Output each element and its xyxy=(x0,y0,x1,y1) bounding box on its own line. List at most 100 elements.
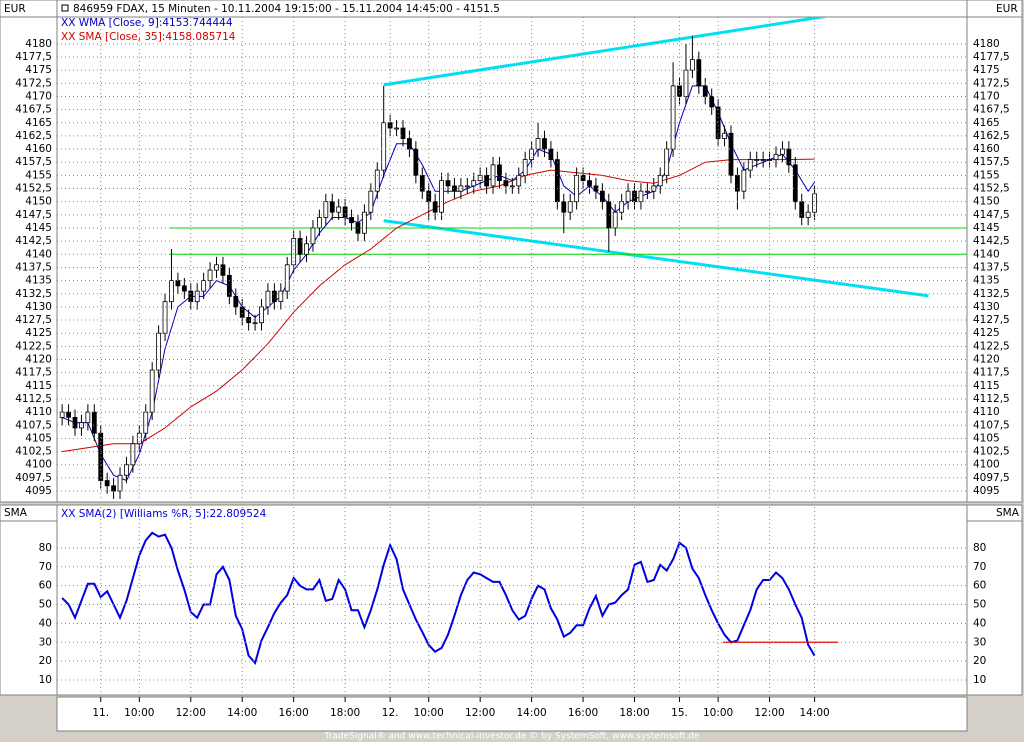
legend-entry: XX SMA [Close, 35]:4158.085714 xyxy=(61,31,236,43)
y-tick-label: 4107,5 xyxy=(15,419,52,431)
y-tick-label: 4097,5 xyxy=(15,472,52,484)
candle-body xyxy=(805,211,811,218)
candle-body xyxy=(278,290,284,303)
candle-body xyxy=(503,180,509,187)
candle-body xyxy=(458,185,464,192)
candle-body xyxy=(445,180,451,187)
y-tick-label: 4107,5 xyxy=(973,419,1010,431)
y-tick-label: 4125 xyxy=(973,327,1000,339)
y-tick-label: 4175 xyxy=(973,64,1000,76)
candle-body xyxy=(381,122,387,171)
candle-body xyxy=(304,243,309,255)
y-tick-label: 4110 xyxy=(973,406,1000,418)
y-tick-label: 4152,5 xyxy=(973,183,1010,195)
candle-body xyxy=(297,238,303,255)
candle-body xyxy=(336,206,342,213)
candle-body xyxy=(117,474,123,492)
candle-body xyxy=(130,443,136,466)
candle-body xyxy=(439,180,444,213)
y-tick-label: 4172,5 xyxy=(973,77,1010,89)
candle-body xyxy=(670,85,676,150)
candle-body xyxy=(316,217,322,229)
candle-body xyxy=(535,138,541,150)
candle-body xyxy=(214,264,219,271)
y-tick-label: 30 xyxy=(39,636,52,648)
candle-body xyxy=(728,132,734,176)
y-tick-label: 4157,5 xyxy=(973,156,1010,168)
y-tick-label: 4105 xyxy=(25,432,52,444)
candle-body xyxy=(400,127,406,139)
y-tick-label: 4125 xyxy=(25,327,52,339)
y-tick-label: 4127,5 xyxy=(15,314,52,326)
x-tick-label: 10:00 xyxy=(703,707,733,719)
y-tick-label: 4102,5 xyxy=(15,446,52,458)
candle-body xyxy=(143,411,149,434)
candle-body xyxy=(175,280,181,287)
candle-body xyxy=(271,290,277,303)
candle-body xyxy=(644,190,650,193)
y-tick-label: 4170 xyxy=(25,90,52,102)
candle-body xyxy=(599,190,605,203)
y-tick-label: 60 xyxy=(973,580,986,592)
y-tick-label: 4142,5 xyxy=(973,235,1010,247)
candle-body xyxy=(291,238,297,266)
y-tick-label: 4180 xyxy=(973,38,1000,50)
trend-line xyxy=(383,17,832,87)
x-tick-label: 12:00 xyxy=(176,707,206,719)
candle-body xyxy=(760,159,766,161)
axis-unit: SMA xyxy=(4,507,28,519)
indicator-plot xyxy=(61,531,839,666)
x-tick-label: 15. xyxy=(671,707,688,719)
candle-body xyxy=(72,416,78,429)
indicator-average xyxy=(62,158,815,453)
candle-body xyxy=(754,159,760,161)
candle-body xyxy=(677,85,682,97)
title-icon xyxy=(61,4,69,12)
x-tick-label: 10:00 xyxy=(414,707,444,719)
candle-body xyxy=(394,127,399,130)
candle-body xyxy=(722,132,727,139)
axis-unit: EUR xyxy=(4,3,26,15)
candle-body xyxy=(233,295,239,308)
candle-body xyxy=(574,174,580,203)
y-tick-label: 4162,5 xyxy=(973,130,1010,142)
candle-body xyxy=(111,485,116,492)
x-tick-label: 18:00 xyxy=(330,707,360,719)
candle-body xyxy=(612,211,618,229)
y-tick-label: 4137,5 xyxy=(15,261,52,273)
legend-entry: XX SMA(2) [Williams %R, 5]:22.809524 xyxy=(61,508,267,520)
candle-body xyxy=(657,174,663,187)
candle-body xyxy=(362,211,367,234)
candle-body xyxy=(632,190,637,203)
indicator-panel xyxy=(0,504,1023,696)
candle-body xyxy=(201,280,207,292)
candle-body xyxy=(741,169,747,192)
indicator-line xyxy=(61,531,816,666)
y-tick-label: 4105 xyxy=(973,432,1000,444)
y-tick-label: 4102,5 xyxy=(973,446,1010,458)
x-tick-label: 14:00 xyxy=(799,707,829,719)
y-tick-label: 80 xyxy=(39,542,52,554)
candle-body xyxy=(432,201,438,213)
candle-body xyxy=(619,201,625,213)
y-tick-label: 4127,5 xyxy=(973,314,1010,326)
candle-body xyxy=(349,217,354,224)
candle-body xyxy=(149,369,155,413)
y-tick-label: 4132,5 xyxy=(973,288,1010,300)
candle-body xyxy=(265,290,271,308)
candle-body xyxy=(702,85,708,97)
y-tick-label: 4150 xyxy=(25,196,52,208)
y-tick-label: 4120 xyxy=(25,354,52,366)
candle-body xyxy=(689,59,695,71)
y-tick-label: 4130 xyxy=(973,301,1000,313)
y-tick-label: 4150 xyxy=(973,196,1000,208)
candle-body xyxy=(497,164,502,182)
axis-unit: EUR xyxy=(996,3,1018,15)
candle-body xyxy=(548,148,554,160)
candle-body xyxy=(188,290,194,303)
y-tick-label: 4145 xyxy=(973,222,1000,234)
candle-body xyxy=(715,106,721,139)
y-tick-label: 4175 xyxy=(25,64,52,76)
y-tick-label: 4165 xyxy=(973,117,1000,129)
candle-body xyxy=(407,138,412,150)
